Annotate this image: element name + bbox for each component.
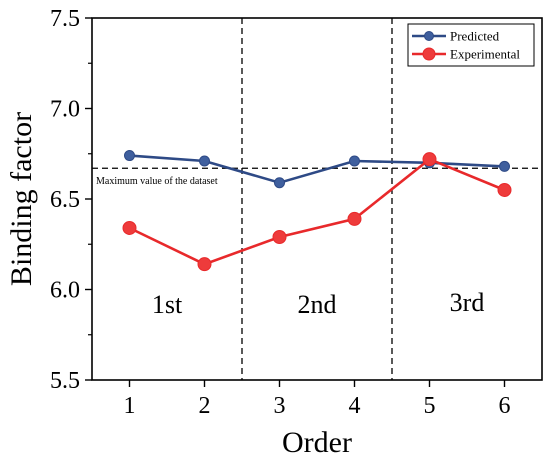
y-tick-label-4: 7.0 — [50, 97, 80, 123]
region-label-3: 3rd — [450, 288, 485, 317]
x-tick-label-6: 6 — [499, 393, 511, 419]
point-predicted-6 — [499, 160, 510, 172]
y-tick-label-5: 7.5 — [50, 6, 80, 32]
legend-label-predicted: Predicted — [450, 29, 500, 44]
point-experimental-1 — [122, 220, 137, 235]
reference-line-label: Maximum value of the dataset — [96, 176, 218, 187]
point-predicted-2 — [199, 155, 210, 167]
point-experimental-5 — [422, 152, 437, 167]
x-tick-label-3: 3 — [274, 393, 286, 419]
y-tick-label-3: 6.5 — [50, 187, 80, 213]
plot-frame — [91, 17, 543, 381]
series-line-experimental — [128, 157, 505, 266]
x-tick-label-1: 1 — [124, 393, 136, 419]
point-experimental-4 — [347, 211, 362, 226]
y-tick-label-1: 5.5 — [50, 368, 80, 394]
x-tick-label-4: 4 — [349, 393, 361, 419]
point-predicted-3 — [274, 177, 285, 189]
x-tick-label-2: 2 — [199, 393, 211, 419]
legend-marker-predicted — [424, 31, 434, 41]
x-tick-label-5: 5 — [424, 393, 436, 419]
point-experimental-6 — [497, 182, 512, 197]
region-label-1: 1st — [152, 290, 183, 319]
legend-label-experimental: Experimental — [450, 47, 520, 62]
region-label-2: 2nd — [298, 290, 337, 319]
legend-marker-experimental — [422, 47, 436, 61]
point-predicted-4 — [349, 155, 360, 167]
y-tick-label-2: 6.0 — [50, 278, 80, 304]
point-predicted-1 — [124, 150, 135, 162]
y-axis-title: Binding factor — [5, 112, 38, 286]
point-experimental-2 — [197, 257, 212, 272]
x-axis-title: Order — [282, 426, 352, 459]
point-experimental-3 — [272, 230, 287, 245]
